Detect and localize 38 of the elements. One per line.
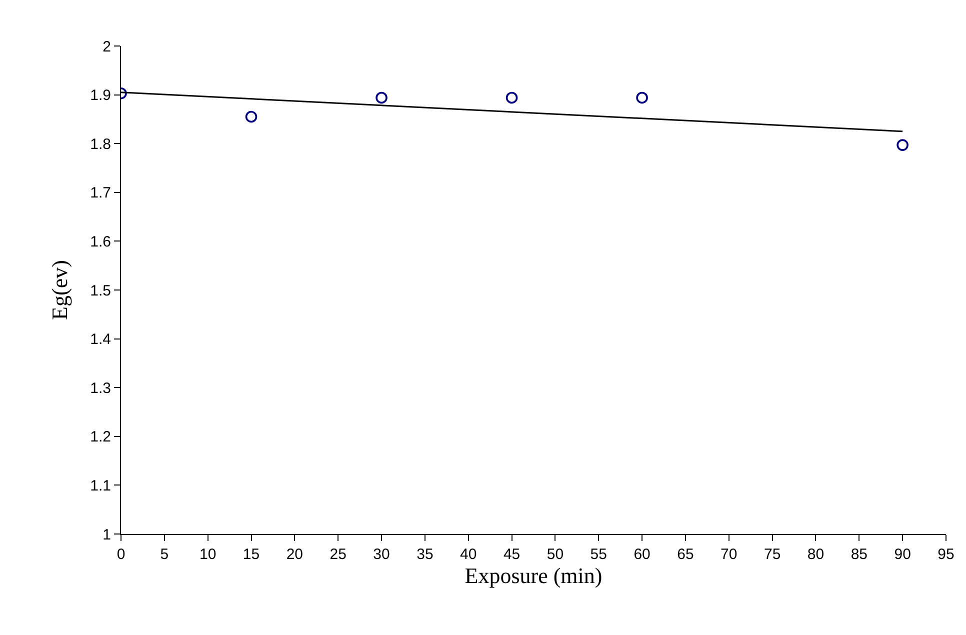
y-tick-label: 1.1 bbox=[90, 477, 111, 494]
point bbox=[896, 139, 908, 151]
x-tick-label: 50 bbox=[546, 546, 564, 563]
x-tick-label: 0 bbox=[116, 546, 126, 563]
x-tick-label: 95 bbox=[938, 546, 954, 563]
x-tick-label: 90 bbox=[894, 546, 911, 563]
y-tick-label: 1.6 bbox=[90, 233, 111, 250]
x-tick-label: 45 bbox=[503, 546, 520, 563]
x-tick-label: 55 bbox=[590, 546, 607, 563]
x-tick-label: 15 bbox=[242, 546, 260, 563]
x-tick-label: 20 bbox=[286, 546, 304, 563]
x-tick-label: 75 bbox=[764, 546, 781, 563]
x-tick-label: 25 bbox=[330, 546, 346, 563]
point bbox=[636, 92, 648, 104]
x-tick-label: 80 bbox=[807, 546, 824, 563]
x-tick-label: 60 bbox=[634, 546, 650, 563]
y-tick-label: 1.9 bbox=[90, 87, 111, 104]
y-axis-title: Eg(ev) bbox=[46, 260, 72, 320]
point bbox=[506, 92, 518, 104]
x-tick-label: 5 bbox=[160, 546, 169, 563]
y-tick-label: 1.4 bbox=[90, 331, 111, 348]
y-tick-label: 1.5 bbox=[90, 282, 111, 300]
x-tick-label: 85 bbox=[850, 546, 868, 563]
x-axis-title: Exposure (min) bbox=[464, 563, 602, 588]
point bbox=[376, 92, 388, 104]
y-tick-label: 1.7 bbox=[90, 184, 111, 202]
y-tick-label: 1.2 bbox=[90, 428, 111, 446]
x-tick-label: 65 bbox=[677, 546, 694, 563]
x-tick-label: 40 bbox=[460, 546, 477, 563]
y-tick-label: 2 bbox=[102, 38, 111, 56]
y-tick-label: 1 bbox=[102, 526, 111, 544]
y-tick-label: 1.8 bbox=[90, 136, 111, 153]
x-tick-label: 30 bbox=[373, 546, 390, 563]
x-tick-label: 35 bbox=[416, 546, 434, 563]
point bbox=[245, 110, 258, 123]
x-tick-label: 70 bbox=[720, 546, 738, 563]
y-tick-label: 1.3 bbox=[90, 380, 111, 397]
x-tick-label: 10 bbox=[199, 546, 216, 563]
